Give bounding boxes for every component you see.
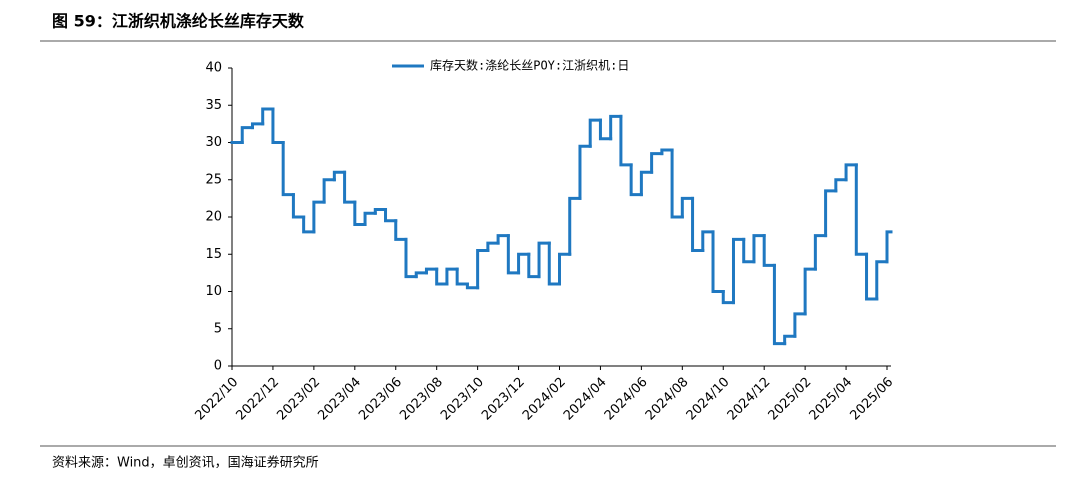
line-step — [619, 114, 633, 167]
line-step — [250, 122, 265, 130]
line-step — [353, 200, 367, 226]
x-tick-label: 2023/06 — [356, 375, 405, 424]
y-tick-label: 20 — [205, 210, 222, 225]
line-step — [404, 237, 418, 279]
line-step — [445, 267, 459, 286]
line-step — [291, 193, 306, 219]
line-step — [332, 170, 347, 182]
line-step — [670, 148, 684, 219]
line-step — [271, 107, 285, 144]
line-step — [824, 189, 838, 238]
line-step — [701, 230, 715, 253]
line-step — [435, 267, 449, 286]
line-step — [639, 170, 654, 197]
x-tick-label: 2023/02 — [274, 375, 323, 424]
line-step — [424, 267, 439, 275]
line-step — [394, 219, 408, 241]
line-step — [598, 118, 613, 141]
line-step — [547, 241, 561, 286]
line-step — [496, 234, 510, 245]
line-step — [527, 252, 541, 279]
line-step — [465, 282, 480, 290]
line-step — [261, 107, 275, 126]
line-step — [322, 178, 336, 204]
chart-title: 图 59：江浙织机涤纶长丝库存天数 — [52, 12, 305, 31]
line-step — [343, 170, 357, 204]
x-tick-label: 2022/12 — [233, 375, 282, 424]
line-step — [865, 252, 879, 301]
line-step — [772, 263, 787, 346]
x-tick-label: 2024/10 — [684, 375, 733, 424]
y-tick-label: 15 — [205, 247, 222, 262]
line-step — [363, 211, 377, 226]
y-tick-label: 10 — [205, 284, 222, 299]
line-step — [476, 249, 490, 290]
line-step — [875, 260, 889, 301]
y-tick-label: 5 — [214, 321, 222, 336]
y-tick-label: 40 — [205, 61, 222, 76]
x-tick-label: 2025/04 — [807, 375, 856, 424]
line-step — [803, 267, 817, 316]
line-step — [281, 141, 295, 197]
line-step — [629, 163, 643, 197]
x-tick-label: 2024/12 — [725, 375, 774, 424]
line-step — [384, 208, 398, 223]
x-tick-label: 2023/12 — [479, 375, 528, 424]
line-step — [588, 118, 602, 148]
y-tick-label: 0 — [214, 359, 222, 374]
x-tick-label: 2024/02 — [520, 375, 569, 424]
x-tick-label: 2025/02 — [766, 375, 815, 424]
line-step — [834, 178, 848, 193]
line-step — [783, 334, 797, 346]
line-step — [302, 215, 316, 234]
line-step — [240, 126, 254, 144]
x-tick-label: 2022/10 — [193, 375, 242, 424]
line-step — [373, 208, 388, 215]
x-tick-label: 2023/08 — [397, 375, 446, 424]
line-step — [731, 237, 746, 305]
line-step — [537, 241, 551, 279]
line-step — [506, 234, 521, 275]
line-step — [609, 114, 623, 141]
line-step — [486, 241, 500, 253]
line-step — [762, 234, 776, 267]
line-step — [578, 144, 592, 200]
line-step — [568, 196, 582, 256]
line-step — [660, 148, 674, 156]
line-step — [691, 196, 705, 253]
source-note: 资料来源：Wind，卓创资讯，国海证券研究所 — [52, 455, 319, 471]
line-step — [885, 230, 893, 264]
line-step — [558, 252, 572, 286]
x-tick-label: 2024/04 — [561, 375, 610, 424]
line-step — [312, 200, 326, 234]
line-step — [793, 312, 807, 338]
x-tick-label: 2023/10 — [438, 375, 487, 424]
x-tick-label: 2023/04 — [315, 375, 364, 424]
line-step — [742, 237, 756, 264]
line-step — [721, 290, 735, 305]
line-step — [711, 230, 725, 293]
y-tick-label: 35 — [205, 98, 222, 113]
line-step — [455, 267, 469, 286]
x-tick-label: 2024/08 — [643, 375, 692, 424]
legend-label: 库存天数:涤纶长丝POY:江浙织机:日 — [430, 58, 629, 73]
line-step — [650, 152, 664, 174]
line-step — [844, 163, 858, 182]
y-tick-label: 25 — [205, 172, 222, 187]
line-step — [752, 234, 766, 264]
line-step — [517, 252, 531, 275]
x-tick-label: 2024/06 — [602, 375, 651, 424]
y-tick-label: 30 — [205, 135, 222, 150]
line-step — [680, 196, 695, 219]
line-step — [813, 234, 828, 271]
line-step — [854, 163, 869, 256]
line-step — [414, 271, 428, 279]
x-tick-label: 2025/06 — [848, 375, 897, 424]
